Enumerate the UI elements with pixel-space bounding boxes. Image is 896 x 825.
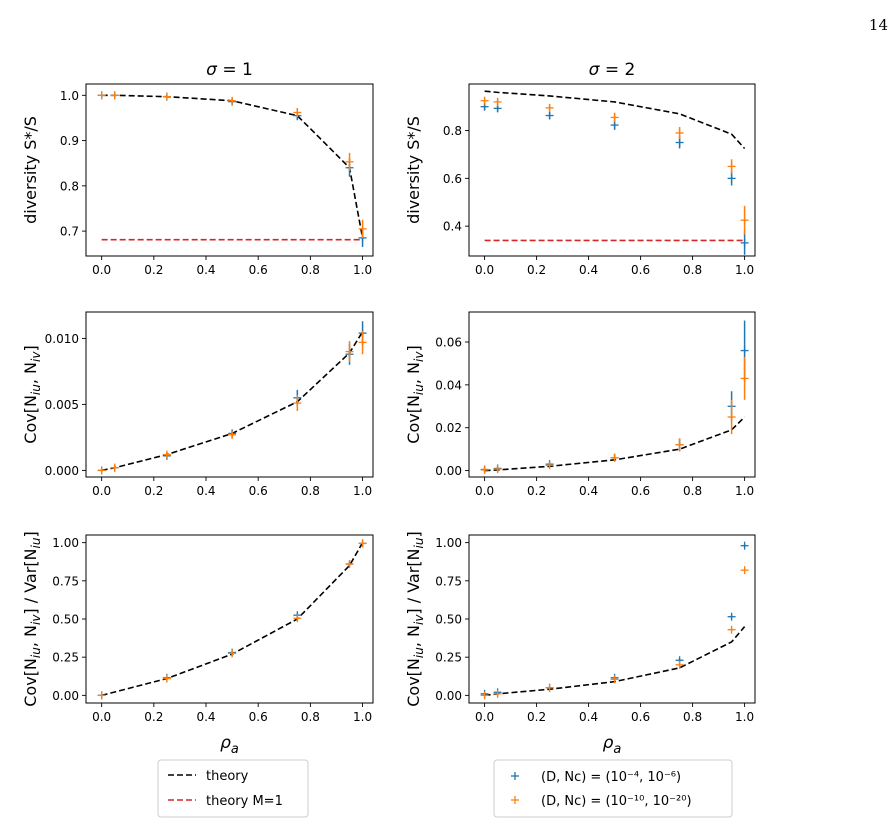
y-tick-label: 0.25	[435, 651, 462, 665]
subplot-p32: 0.0 0.2 0.4 0.6 0.8 1.0 0.00 0.25 0.50 0.75 1.00 ρa…	[404, 531, 756, 757]
theory-line	[484, 90, 746, 150]
legend-label-theory_black: theory	[206, 769, 249, 784]
y-tick-label: 1.00	[52, 536, 79, 550]
theory-line	[101, 542, 364, 697]
x-tick-label: 0.0	[475, 263, 494, 277]
y-tick-label: 0.25	[52, 651, 79, 665]
x-tick-label: 1.0	[353, 484, 372, 498]
page-number: 14	[869, 16, 888, 34]
x-tick-label: 0.8	[683, 484, 702, 498]
subplot-p31: 0.0 0.2 0.4 0.6 0.8 1.0 0.00 0.25 0.50 0.75 1.00 ρa…	[21, 531, 374, 757]
x-tick-label: 1.0	[353, 263, 372, 277]
x-tick-label: 1.0	[735, 484, 754, 498]
x-tick-label: 1.0	[735, 263, 754, 277]
y-tick-label: 0.005	[45, 398, 79, 412]
y-tick-label: 0.4	[443, 220, 462, 234]
x-tick-label: 0.2	[527, 263, 546, 277]
x-tick-label: 0.4	[196, 484, 215, 498]
x-tick-label: 1.0	[353, 710, 372, 724]
y-tick-label: 0.7	[60, 225, 79, 239]
x-tick-label: 0.8	[301, 710, 320, 724]
y-tick-label: 0.04	[435, 378, 462, 392]
axes-frame	[85, 534, 374, 704]
x-tick-label: 0.0	[92, 710, 111, 724]
x-tick-label: 0.8	[301, 484, 320, 498]
y-axis-label: Cov[Niu, Niv] / Var[Niu]	[404, 531, 426, 706]
subplot-p11: 0.0 0.2 0.4 0.6 0.8 1.0 0.7 0.8 0.9 1.0 σ = 1 diver…	[21, 60, 374, 277]
legend-label-sim_b: (D, Nc) = (10⁻¹⁰, 10⁻²⁰)	[541, 794, 692, 809]
x-tick-label: 0.8	[683, 710, 702, 724]
x-tick-label: 0.0	[475, 710, 494, 724]
y-tick-label: 0.06	[435, 336, 462, 350]
y-axis-label: diversity S*/S	[21, 116, 40, 224]
y-tick-label: 0.000	[45, 464, 79, 478]
subplot-title: σ = 1	[206, 60, 253, 80]
x-tick-label: 0.4	[196, 710, 215, 724]
x-tick-label: 0.4	[579, 263, 598, 277]
y-tick-label: 0.9	[60, 134, 79, 148]
x-tick-label: 0.0	[475, 484, 494, 498]
y-axis-label: Cov[Niu, Niv] / Var[Niu]	[21, 531, 43, 706]
x-tick-label: 0.4	[579, 710, 598, 724]
axes-frame	[85, 311, 374, 478]
legend-label-sim_a: (D, Nc) = (10⁻⁴, 10⁻⁶)	[541, 770, 681, 785]
legend-simulations: (D, Nc) = (10⁻⁴, 10⁻⁶) (D, Nc) = (10⁻¹⁰, …	[493, 759, 733, 818]
x-tick-label: 0.8	[301, 263, 320, 277]
subplot-title: σ = 2	[589, 60, 636, 80]
theory-line	[484, 626, 746, 697]
y-tick-label: 0.75	[435, 574, 462, 588]
y-tick-label: 1.0	[60, 89, 79, 103]
y-tick-label: 0.6	[443, 172, 462, 186]
y-tick-label: 0.50	[435, 613, 462, 627]
y-axis-label: Cov[Niu, Niv]	[404, 345, 426, 443]
x-axis-label: ρa	[220, 733, 239, 757]
x-tick-label: 0.6	[631, 263, 650, 277]
axes-frame	[85, 83, 374, 257]
y-tick-label: 0.8	[443, 124, 462, 138]
theory-line	[101, 331, 364, 472]
y-tick-label: 0.50	[52, 613, 79, 627]
y-axis-label: Cov[Niu, Niv]	[21, 345, 43, 443]
x-tick-label: 0.0	[92, 484, 111, 498]
x-tick-label: 1.0	[735, 710, 754, 724]
x-tick-label: 0.0	[92, 263, 111, 277]
y-tick-label: 0.75	[52, 574, 79, 588]
subplot-p21: 0.0 0.2 0.4 0.6 0.8 1.0 0.000 0.005 0.010Cov[Niu…	[21, 311, 374, 498]
x-tick-label: 0.4	[196, 263, 215, 277]
x-tick-label: 0.2	[527, 484, 546, 498]
x-tick-label: 0.6	[249, 263, 268, 277]
x-tick-label: 0.2	[144, 484, 163, 498]
y-tick-label: 0.8	[60, 179, 79, 193]
x-tick-label: 0.6	[249, 484, 268, 498]
axes-frame	[468, 311, 756, 478]
subplot-p12: 0.0 0.2 0.4 0.6 0.8 1.0 0.4 0.6 0.8 σ = 2 diversit…	[404, 60, 756, 277]
axes-frame	[468, 534, 756, 704]
theory-line	[101, 94, 364, 239]
theory-line	[484, 416, 746, 472]
x-axis-label: ρa	[603, 733, 622, 757]
plot-grid: 0.0 0.2 0.4 0.6 0.8 1.0 0.7 0.8 0.9 1.0 σ = 1 diver…	[21, 60, 756, 757]
y-tick-label: 0.00	[52, 689, 79, 703]
x-tick-label: 0.4	[579, 484, 598, 498]
x-tick-label: 0.2	[144, 263, 163, 277]
legend-theory: theory theory M=1	[157, 759, 309, 818]
x-tick-label: 0.6	[631, 710, 650, 724]
y-tick-label: 0.02	[435, 421, 462, 435]
legend-label-theory_red: theory M=1	[206, 794, 283, 809]
x-tick-label: 0.6	[631, 484, 650, 498]
y-axis-label: diversity S*/S	[404, 116, 423, 224]
y-tick-label: 0.010	[45, 332, 79, 346]
y-tick-label: 0.00	[435, 464, 462, 478]
axes-frame	[468, 83, 756, 257]
x-tick-label: 0.2	[527, 710, 546, 724]
y-tick-label: 0.00	[435, 689, 462, 703]
legend-box	[493, 759, 733, 818]
x-tick-label: 0.2	[144, 710, 163, 724]
subplot-p22: 0.0 0.2 0.4 0.6 0.8 1.0 0.00 0.02 0.04 0.06 Cov[Ni…	[404, 311, 756, 498]
y-tick-label: 1.00	[435, 536, 462, 550]
x-tick-label: 0.8	[683, 263, 702, 277]
x-tick-label: 0.6	[249, 710, 268, 724]
